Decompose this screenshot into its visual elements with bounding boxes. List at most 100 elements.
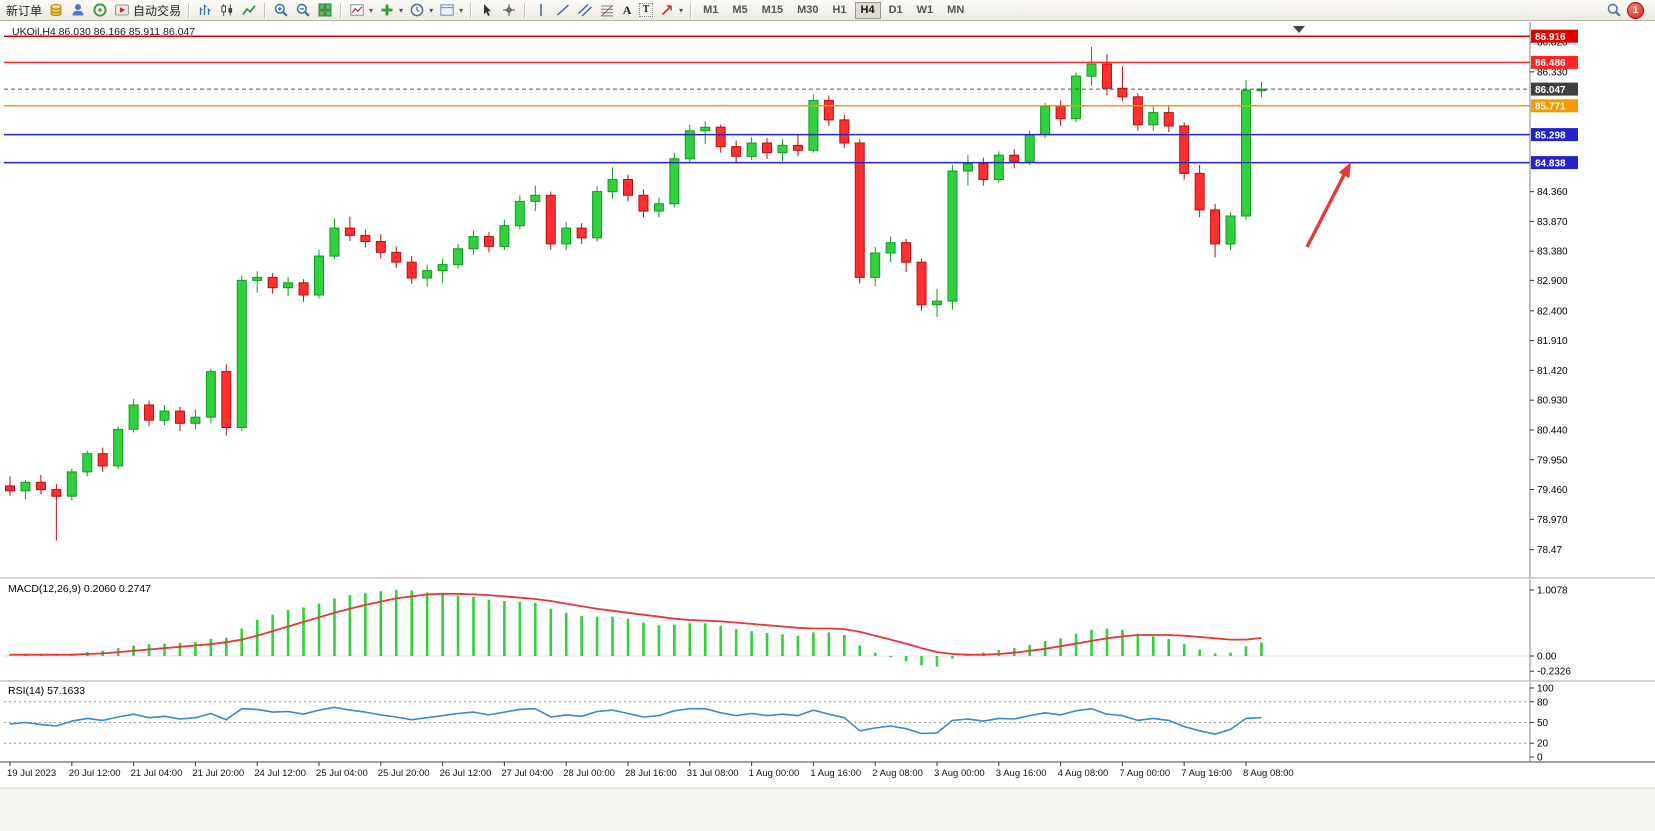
clock-icon <box>409 2 425 18</box>
rsi-panel: RSI(14) 57.1633 100 80 50 20 0 <box>4 684 1554 764</box>
time-axis-label: 3 Aug 00:00 <box>934 768 985 779</box>
candle-down <box>51 489 62 497</box>
time-axis-label: 7 Aug 16:00 <box>1181 768 1232 779</box>
accounts-button[interactable] <box>67 1 89 20</box>
candle-up <box>159 410 170 421</box>
new-order-button[interactable]: 新订单 <box>3 1 45 20</box>
auto-trading-label: 自动交易 <box>133 3 182 18</box>
toolbar-separator <box>524 2 527 18</box>
candle-up <box>530 194 541 202</box>
candle-up <box>684 130 695 160</box>
templates-button[interactable]: ▾ <box>436 1 466 20</box>
macd-label: MACD(12,26,9) 0.2060 0.2747 <box>8 583 151 595</box>
plus-icon <box>379 2 395 18</box>
zoom-in-icon <box>273 2 289 18</box>
time-axis-label: 8 Aug 08:00 <box>1243 768 1294 779</box>
new-chart-button[interactable]: ▾ <box>346 1 376 20</box>
price-axis-label: 81.420 <box>1537 366 1568 377</box>
candle-up <box>190 416 201 424</box>
timeframe-button-MN[interactable]: MN <box>941 2 970 19</box>
price-marker-label: 86.047 <box>1535 85 1566 96</box>
tile-windows-button[interactable] <box>314 1 336 20</box>
candle-up <box>113 428 124 467</box>
indicators-button[interactable]: ▾ <box>376 1 406 20</box>
auto-trading-button[interactable]: 自动交易 <box>111 1 184 20</box>
candle-down <box>792 144 803 151</box>
candle-down <box>715 126 726 148</box>
rsi-scale-label: 100 <box>1537 684 1554 695</box>
text-label-button[interactable]: T <box>636 1 656 20</box>
vertical-line-button[interactable] <box>530 1 552 20</box>
candle-up <box>514 200 525 227</box>
candlestick-chart-button[interactable] <box>216 1 238 20</box>
arrows-tool-button[interactable]: ▾ <box>656 1 686 20</box>
search-button[interactable] <box>1603 1 1625 20</box>
price-axis[interactable]: 86.820 86.330 84.360 83.870 83.380 82.900 82.4… <box>1529 22 1578 762</box>
timeframe-button-M5[interactable]: M5 <box>726 2 753 19</box>
candle-down <box>5 485 15 492</box>
price-axis-label: 84.360 <box>1537 187 1568 198</box>
time-axis-label: 24 Jul 12:00 <box>254 768 306 779</box>
price-axis-label: 83.870 <box>1537 217 1568 228</box>
price-marker-label: 84.838 <box>1535 158 1566 169</box>
zoom-out-icon <box>295 2 311 18</box>
macd-signal-line <box>10 592 1262 656</box>
toolbar: 新订单 自动交易 ▾ ▾ ▾ ▾ A T ▾ M1 M5 M15 M30 H1 H4 D1 W… <box>0 0 1655 21</box>
fibonacci-button[interactable] <box>596 1 618 20</box>
candle-up <box>669 158 680 205</box>
price-chart-canvas[interactable]: 86.820 86.330 84.360 83.870 83.380 82.900 82.4… <box>0 21 1655 831</box>
price-marker-86.486: 86.486 <box>1531 55 1578 69</box>
macd-scale-label: 1.0078 <box>1537 585 1568 596</box>
time-axis[interactable]: 19 Jul 2023 20 Jul 12:00 21 Jul 04:00 21 Ju… <box>7 762 1294 779</box>
candle-up <box>422 270 433 279</box>
timeframe-button-W1[interactable]: W1 <box>911 2 940 19</box>
candle-up <box>777 144 788 154</box>
notification-badge[interactable]: 1 <box>1627 1 1644 19</box>
time-axis-label: 7 Aug 00:00 <box>1119 768 1170 779</box>
timeframe-button-M30[interactable]: M30 <box>791 2 824 19</box>
candle-up <box>808 99 819 151</box>
bar-chart-button[interactable] <box>194 1 216 20</box>
timeframe-button-M1[interactable]: M1 <box>697 2 724 19</box>
candle-down <box>1132 96 1143 126</box>
community-button[interactable] <box>89 1 111 20</box>
cursor-button[interactable] <box>476 1 498 20</box>
candle-down <box>483 236 494 247</box>
price-axis-label: 78.47 <box>1537 545 1562 556</box>
candle-up <box>82 453 93 473</box>
timeframe-button-D1[interactable]: D1 <box>883 2 909 19</box>
timeframe-button-M15[interactable]: M15 <box>756 2 789 19</box>
candle-down <box>267 276 278 289</box>
timeframe-button-H1[interactable]: H1 <box>826 2 852 19</box>
orders-button[interactable] <box>45 1 67 20</box>
periods-button[interactable]: ▾ <box>406 1 436 20</box>
candle-down <box>576 227 587 239</box>
channel-button[interactable] <box>574 1 596 20</box>
crosshair-button[interactable] <box>498 1 520 20</box>
price-marker-label: 85.771 <box>1535 102 1566 113</box>
zoom-out-button[interactable] <box>292 1 314 20</box>
zoom-in-button[interactable] <box>270 1 292 20</box>
candle-up <box>128 404 139 430</box>
template-icon <box>439 2 455 18</box>
search-icon <box>1606 2 1622 18</box>
candle-up <box>205 371 216 418</box>
candle-down <box>344 227 355 236</box>
price-marker-86.916: 86.916 <box>1531 29 1578 43</box>
trendline-button[interactable] <box>552 1 574 20</box>
arrow-annotation[interactable] <box>1305 162 1351 248</box>
coins-icon <box>48 2 64 18</box>
cursor-icon <box>479 2 495 18</box>
candle-down <box>406 261 417 279</box>
dropdown-caret-icon: ▾ <box>369 5 374 15</box>
price-axis-label: 86.330 <box>1537 67 1568 78</box>
text-tool-button[interactable]: A <box>618 1 636 20</box>
timeframe-button-H4[interactable]: H4 <box>854 1 881 19</box>
time-axis-label: 27 Jul 04:00 <box>501 768 553 779</box>
price-axis-label: 78.970 <box>1537 515 1568 526</box>
line-chart-button[interactable] <box>238 1 260 20</box>
candle-down <box>144 404 155 421</box>
candle-up <box>283 282 294 289</box>
dropdown-caret-icon: ▾ <box>399 5 404 15</box>
time-axis-label: 19 Jul 2023 <box>7 768 56 779</box>
